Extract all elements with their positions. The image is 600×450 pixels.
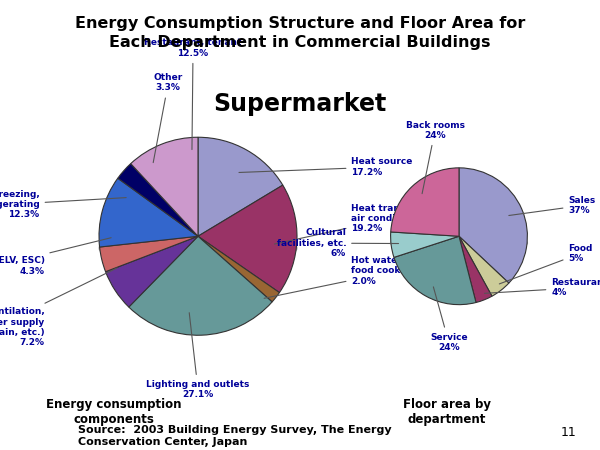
Text: Power (ventilation,
water supply
and drain, etc.)
7.2%: Power (ventilation, water supply and dra… <box>0 268 117 347</box>
Text: Heat transfer,
air conditioning
19.2%: Heat transfer, air conditioning 19.2% <box>274 203 432 244</box>
Wedge shape <box>198 185 297 292</box>
Text: Back rooms
24%: Back rooms 24% <box>406 121 464 194</box>
Wedge shape <box>459 168 527 283</box>
Wedge shape <box>100 236 198 272</box>
Wedge shape <box>131 137 198 236</box>
Wedge shape <box>106 236 198 307</box>
Text: Restaurants
4%: Restaurants 4% <box>484 278 600 297</box>
Wedge shape <box>391 232 459 257</box>
Text: Energy consumption
components: Energy consumption components <box>46 398 182 426</box>
Wedge shape <box>99 178 198 247</box>
Text: Supermarket: Supermarket <box>214 92 386 116</box>
Wedge shape <box>391 168 459 236</box>
Text: Sales
37%: Sales 37% <box>509 196 596 216</box>
Text: Energy Consumption Structure and Floor Area for
Each Department in Commercial Bu: Energy Consumption Structure and Floor A… <box>75 16 525 50</box>
Wedge shape <box>198 137 283 236</box>
Wedge shape <box>198 236 280 302</box>
Text: Other
3.3%: Other 3.3% <box>153 73 183 162</box>
Text: Restaurant, tenant
12.5%: Restaurant, tenant 12.5% <box>145 38 242 149</box>
Wedge shape <box>394 236 476 305</box>
Wedge shape <box>129 236 272 335</box>
Wedge shape <box>459 236 509 296</box>
Ellipse shape <box>391 233 527 253</box>
Text: Heat source
17.2%: Heat source 17.2% <box>239 157 413 177</box>
Text: Food
5%: Food 5% <box>499 243 593 284</box>
Text: Hot water supply,
food cooking
2.0%: Hot water supply, food cooking 2.0% <box>264 256 442 298</box>
Text: Lighting and outlets
27.1%: Lighting and outlets 27.1% <box>146 313 250 400</box>
Wedge shape <box>459 236 492 302</box>
Text: 11: 11 <box>560 426 576 439</box>
Wedge shape <box>118 164 198 236</box>
Text: Service
24%: Service 24% <box>430 287 467 352</box>
Text: Cultural
facilities, etc.
6%: Cultural facilities, etc. 6% <box>277 228 398 258</box>
Text: Floor area by
department: Floor area by department <box>403 398 491 426</box>
Text: Freezing,
refrigerating
12.3%: Freezing, refrigerating 12.3% <box>0 189 126 220</box>
Text: Elevator (ELV, ESC)
4.3%: Elevator (ELV, ESC) 4.3% <box>0 238 111 276</box>
Text: Source:  2003 Building Energy Survey, The Energy
Conservation Center, Japan: Source: 2003 Building Energy Survey, The… <box>78 425 392 447</box>
Ellipse shape <box>99 231 297 266</box>
